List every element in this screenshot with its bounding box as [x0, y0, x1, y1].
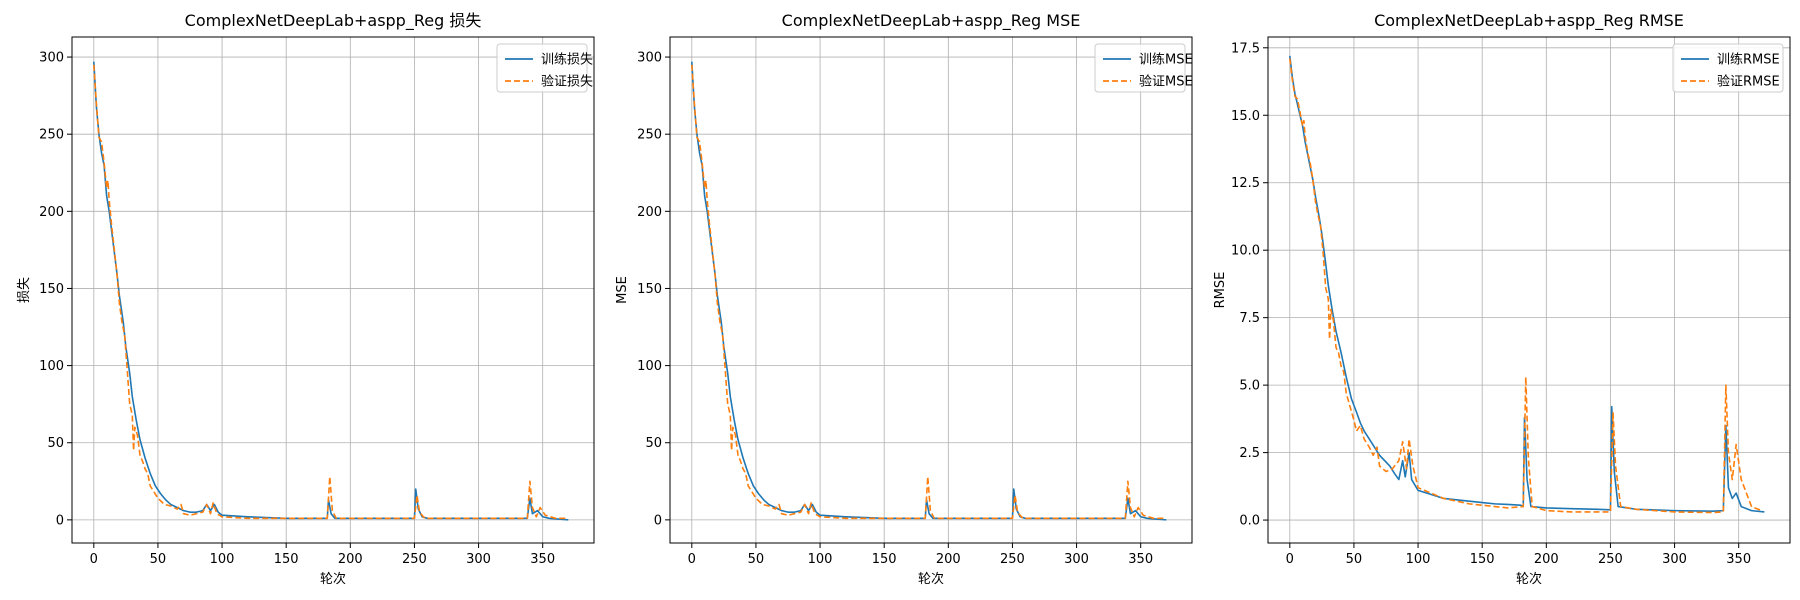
legend-box: [1094, 43, 1186, 93]
y-tick-label: 10.0: [1231, 244, 1260, 259]
x-tick-label: 100: [1406, 552, 1431, 567]
x-axis-label: 轮次: [918, 571, 944, 587]
x-tick-label: 150: [1470, 552, 1495, 567]
chart-panel-1: 0 50 100 150 200 250 300 350 0 50 100 150 200 250 300 C…: [17, 11, 595, 587]
x-tick-label: 150: [872, 552, 897, 567]
legend-label: 训练损失: [541, 53, 593, 68]
x-tick-label: 50: [150, 552, 167, 567]
x-tick-label: 200: [936, 552, 961, 567]
series-line-val: [1289, 58, 1763, 514]
y-tick-label: 150: [637, 282, 662, 297]
series-line-val: [691, 64, 1164, 520]
chart-title: ComplexNetDeepLab+aspp_Reg RMSE: [1374, 11, 1684, 31]
y-tick-label: 7.5: [1239, 311, 1260, 326]
axes-frame: [1267, 36, 1791, 544]
y-tick-label: 200: [39, 205, 64, 220]
x-tick-label: 350: [1128, 552, 1153, 567]
y-axis-label: 损失: [17, 277, 32, 303]
chart-title: ComplexNetDeepLab+aspp_Reg 损失: [185, 11, 482, 31]
y-axis-label: MSE: [615, 276, 630, 304]
legend: 训练RMSE 验证RMSE: [1672, 43, 1784, 93]
x-tick-label: 250: [1000, 552, 1025, 567]
x-tick-label: 250: [1598, 552, 1623, 567]
y-tick-label: 250: [637, 128, 662, 143]
y-tick-label: 0.0: [1239, 514, 1260, 529]
legend: 训练MSE 验证MSE: [1094, 43, 1193, 93]
x-tick-label: 300: [466, 552, 491, 567]
y-tick-label: 15.0: [1231, 109, 1260, 124]
axes-frame: [669, 36, 1193, 544]
series-line-train: [1289, 55, 1765, 513]
x-tick-label: 150: [274, 552, 299, 567]
y-tick-label: 250: [39, 128, 64, 143]
series-line-train: [93, 61, 569, 521]
y-tick-label: 0: [654, 513, 662, 528]
chart-panel-2: 0 50 100 150 200 250 300 350 0 50 100 150 200 250 300 C…: [615, 11, 1193, 587]
x-axis-label: 轮次: [1516, 571, 1542, 587]
y-tick-label: 100: [39, 359, 64, 374]
x-axis-label: 轮次: [320, 571, 346, 587]
y-tick-label: 300: [637, 51, 662, 66]
y-tick-label: 300: [39, 51, 64, 66]
x-tick-label: 50: [748, 552, 765, 567]
y-tick-label: 0: [56, 513, 64, 528]
y-tick-label: 150: [39, 282, 64, 297]
legend-label: 训练RMSE: [1717, 53, 1780, 68]
legend-box: [496, 43, 588, 93]
x-tick-label: 0: [688, 552, 696, 567]
x-tick-label: 300: [1064, 552, 1089, 567]
x-tick-label: 350: [530, 552, 555, 567]
x-tick-label: 300: [1662, 552, 1687, 567]
y-tick-label: 5.0: [1239, 379, 1260, 394]
y-tick-label: 12.5: [1231, 176, 1260, 191]
legend-label: 验证损失: [541, 74, 593, 90]
y-tick-label: 100: [637, 359, 662, 374]
y-tick-label: 50: [645, 436, 662, 451]
series-line-train: [691, 61, 1167, 521]
x-tick-label: 200: [338, 552, 363, 567]
x-tick-label: 0: [1286, 552, 1294, 567]
chart-panel-3: 0 50 100 150 200 250 300 350 0.0 2.5 5.0 7.5 10.0 12.…: [1213, 11, 1791, 587]
x-tick-label: 350: [1726, 552, 1751, 567]
axes-frame: [71, 36, 595, 544]
legend-box: [1672, 43, 1784, 93]
x-tick-label: 100: [210, 552, 235, 567]
y-tick-label: 2.5: [1239, 446, 1260, 461]
x-tick-label: 100: [808, 552, 833, 567]
x-tick-label: 0: [90, 552, 98, 567]
legend-label: 训练MSE: [1139, 53, 1193, 68]
x-tick-label: 200: [1534, 552, 1559, 567]
x-tick-label: 250: [402, 552, 427, 567]
chart-title: ComplexNetDeepLab+aspp_Reg MSE: [782, 11, 1081, 31]
y-tick-label: 200: [637, 205, 662, 220]
legend-label: 验证RMSE: [1717, 74, 1780, 90]
x-tick-label: 50: [1346, 552, 1363, 567]
y-axis-label: RMSE: [1213, 272, 1228, 309]
legend-label: 验证MSE: [1139, 74, 1193, 90]
series-line-val: [93, 64, 566, 520]
y-tick-label: 50: [47, 436, 64, 451]
y-tick-label: 17.5: [1231, 41, 1260, 56]
